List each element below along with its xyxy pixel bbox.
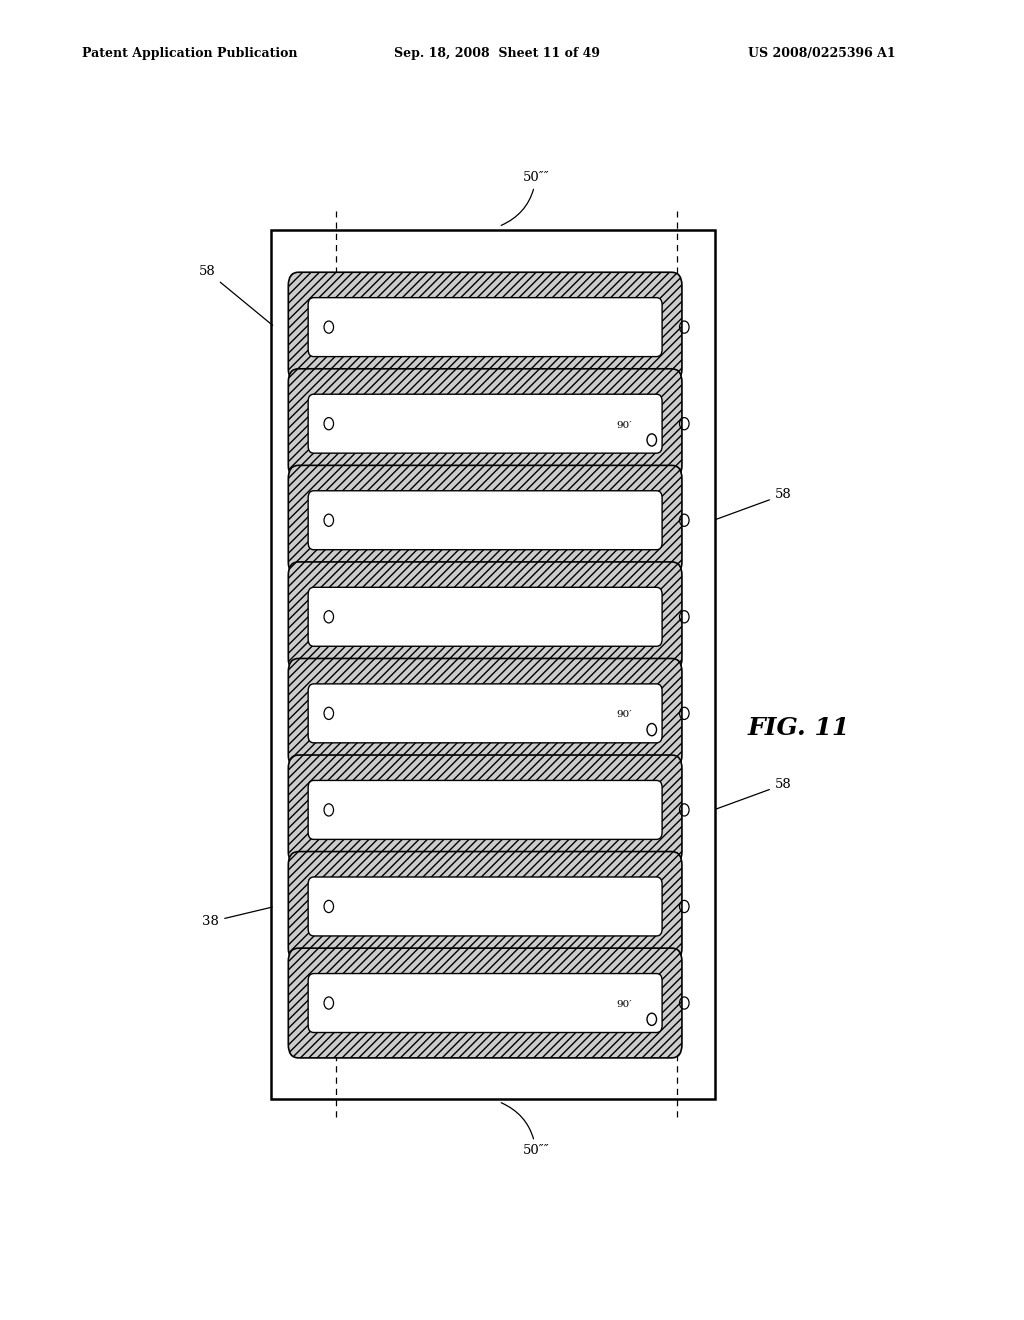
FancyBboxPatch shape <box>289 948 682 1057</box>
Text: 58: 58 <box>716 777 792 809</box>
FancyBboxPatch shape <box>289 368 682 479</box>
FancyBboxPatch shape <box>289 851 682 961</box>
FancyBboxPatch shape <box>308 491 663 549</box>
Bar <box>270 230 715 1098</box>
FancyBboxPatch shape <box>289 272 682 381</box>
Text: Patent Application Publication: Patent Application Publication <box>82 46 297 59</box>
Text: 58: 58 <box>199 265 272 325</box>
Text: 50″″: 50″″ <box>501 1102 549 1158</box>
FancyBboxPatch shape <box>308 395 663 453</box>
FancyBboxPatch shape <box>289 755 682 865</box>
Text: 90′: 90′ <box>616 1001 632 1008</box>
FancyBboxPatch shape <box>289 659 682 768</box>
FancyBboxPatch shape <box>308 684 663 743</box>
Text: 58: 58 <box>716 488 792 519</box>
FancyBboxPatch shape <box>308 297 663 356</box>
FancyBboxPatch shape <box>308 587 663 647</box>
FancyBboxPatch shape <box>289 562 682 672</box>
Text: Sep. 18, 2008  Sheet 11 of 49: Sep. 18, 2008 Sheet 11 of 49 <box>394 46 600 59</box>
FancyBboxPatch shape <box>308 974 663 1032</box>
FancyBboxPatch shape <box>308 876 663 936</box>
Text: FIG. 11: FIG. 11 <box>748 715 850 739</box>
Text: 38: 38 <box>203 907 272 928</box>
Text: 90′: 90′ <box>616 421 632 430</box>
FancyBboxPatch shape <box>308 780 663 840</box>
Text: 90′: 90′ <box>616 710 632 719</box>
Text: 50″″: 50″″ <box>501 170 549 226</box>
FancyBboxPatch shape <box>289 466 682 576</box>
Text: US 2008/0225396 A1: US 2008/0225396 A1 <box>748 46 895 59</box>
